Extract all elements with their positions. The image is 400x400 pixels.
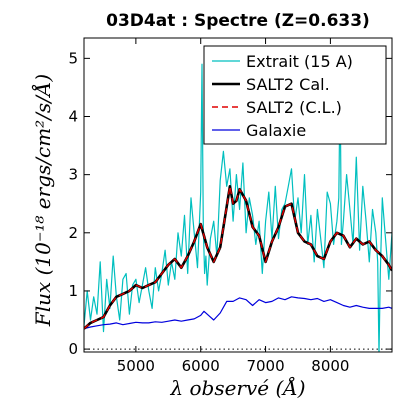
x-tick-label: 7000 <box>246 357 284 375</box>
y-tick-label: 2 <box>68 224 78 242</box>
plot-area: 5000 6000 7000 8000 0 1 2 3 4 5 <box>68 37 393 375</box>
legend-label-salt2-c-l: SALT2 (C.L.) <box>246 98 342 117</box>
series-line-extrait-15-a <box>84 63 392 352</box>
y-tick-label: 3 <box>68 166 78 184</box>
legend-label-galaxie: Galaxie <box>246 121 306 140</box>
x-tick-label: 6000 <box>182 357 220 375</box>
y-axis-label: Flux (10⁻¹⁸ ergs/cm²/s/Å) <box>30 74 55 327</box>
x-tick-label: 5000 <box>117 357 155 375</box>
y-tick-label: 1 <box>68 282 78 300</box>
legend-label-extrait-15-a: Extrait (15 A) <box>246 52 353 71</box>
legend-label-salt2-cal: SALT2 Cal. <box>246 75 330 94</box>
legend: Extrait (15 A) SALT2 Cal. SALT2 (C.L.) Gala… <box>203 45 387 145</box>
y-tick-label: 5 <box>68 49 78 67</box>
series-line-galaxie <box>84 296 392 330</box>
y-tick-label: 0 <box>68 340 78 358</box>
legend-box <box>203 45 387 145</box>
x-tick-label: 8000 <box>311 357 349 375</box>
plot-frame <box>83 37 393 353</box>
y-tick-label: 4 <box>68 108 78 126</box>
x-axis-label: λ observé (Å) <box>169 375 305 400</box>
series-line-salt2-c-l <box>84 185 392 330</box>
chart-title: 03D4at : Spectre (Z=0.633) <box>106 11 370 31</box>
